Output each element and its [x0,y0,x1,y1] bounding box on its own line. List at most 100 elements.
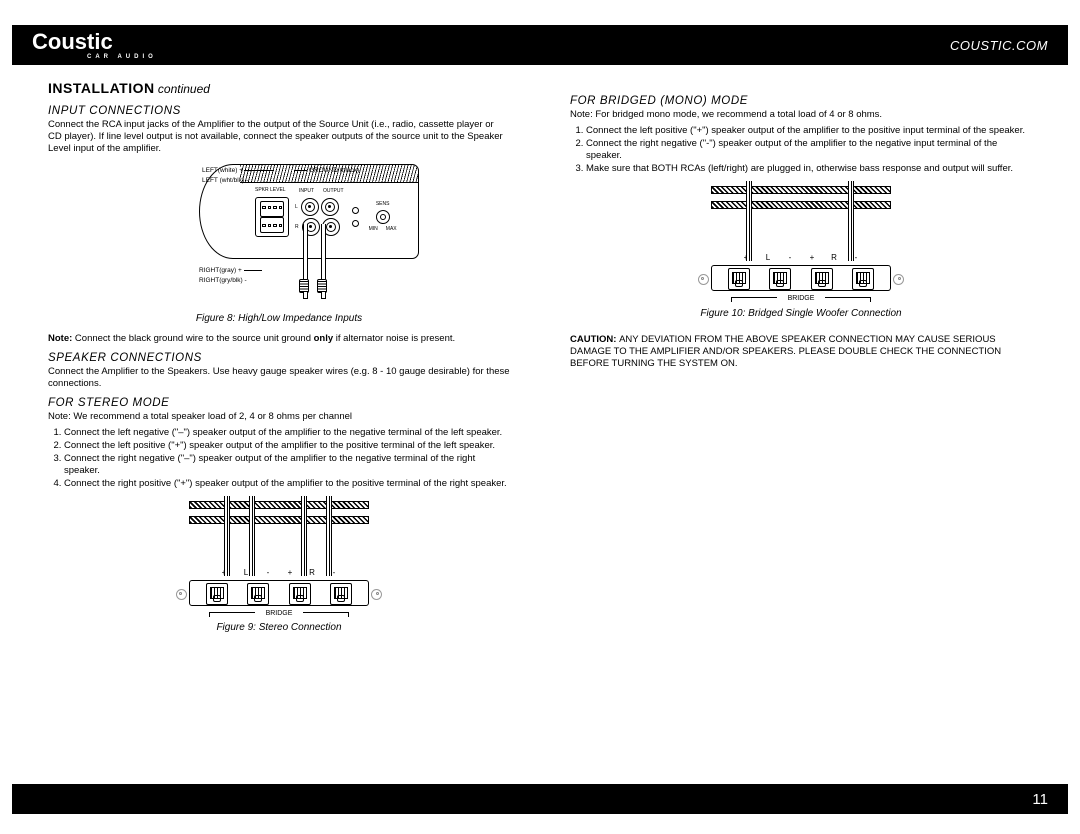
polarity: R [824,253,844,263]
terminal-diagram-stereo: + L - + R - BRIDGE [189,496,369,619]
callout-ground: GROUND (black) [309,167,359,175]
figure-8-caption: Figure 8: High/Low Impedance Inputs [48,313,510,326]
caution-prefix: CAUTION: [570,334,619,345]
terminal-diagram-bridged: + L - + R - BRIDGE [711,181,891,304]
spkr-level-block [255,197,289,237]
right-column: FOR BRIDGED (MONO) MODE Note: For bridge… [570,80,1032,774]
note-text-1: Connect the black ground wire to the sou… [75,333,314,344]
para-speaker: Connect the Amplifier to the Speakers. U… [48,366,510,390]
hash-band [189,501,369,509]
callout-right-plus: RIGHT(gray) + [199,267,242,275]
label-max: MAX [386,226,397,232]
logo-main: Coustic [32,31,157,53]
polarity-row: + L - + R - [711,251,891,265]
heading-speaker-connections: SPEAKER CONNECTIONS [48,351,510,365]
para-input: Connect the RCA input jacks of the Ampli… [48,119,510,155]
wires [711,181,891,251]
figure-8: SPKR LEVEL INPUT OUTPUT L [48,159,510,309]
hash-band [711,201,891,209]
terminal-slot [769,268,791,290]
note-bridged-load: Note: For bridged mono mode, we recommen… [570,109,1032,121]
callout-line [294,170,307,171]
heading-installation: INSTALLATION continued [48,80,510,98]
amp-diagram: SPKR LEVEL INPUT OUTPUT L [139,159,419,309]
heading-installation-main: INSTALLATION [48,80,155,96]
logo: Coustic CAR AUDIO [32,31,157,60]
step: Connect the right negative ("-") speaker… [586,138,1032,162]
callout-left-plus: LEFT(white) + [202,167,243,175]
footer-bar: 11 [12,784,1068,814]
figure-10-caption: Figure 10: Bridged Single Woofer Connect… [570,308,1032,321]
terminal-slot [728,268,750,290]
steps-bridged: Connect the left positive ("+") speaker … [586,125,1032,175]
header-bar: Coustic CAR AUDIO COUSTIC.COM [12,25,1068,65]
caution-block: CAUTION: ANY DEVIATION FROM THE ABOVE SP… [570,334,1032,370]
rca-plug [317,279,327,293]
bridge-label: BRIDGE [189,610,369,619]
page-number: 11 [1032,791,1048,808]
figure-9-caption: Figure 9: Stereo Connection [48,622,510,635]
rca-tails [297,254,337,309]
note-stereo-load: Note: We recommend a total speaker load … [48,411,510,423]
content: INSTALLATION continued INPUT CONNECTIONS… [48,80,1032,774]
step: Connect the left positive ("+") speaker … [586,125,1032,137]
heading-input-connections: INPUT CONNECTIONS [48,104,510,118]
note-prefix: Note: [48,333,75,344]
terminal-block [711,265,891,291]
polarity-row: + L - + R - [189,566,369,580]
header-url: COUSTIC.COM [950,38,1048,53]
polarity: - [780,253,800,263]
logo-sub: CAR AUDIO [87,54,157,60]
label-input: INPUT [299,188,314,194]
caution-text: ANY DEVIATION FROM THE ABOVE SPEAKER CON… [570,334,1001,369]
steps-stereo: Connect the left negative ("–") speaker … [64,427,510,489]
terminal-slot [289,583,311,605]
terminal-slot [247,583,269,605]
screw-icon [352,220,359,227]
callout-line [244,270,262,271]
rca-jack [321,198,339,216]
note-text-2: if alternator noise is present. [333,333,455,344]
figure-9: + L - + R - BRIDGE [48,496,510,619]
label-sens: SENS [376,201,390,207]
screw-icon [352,207,359,214]
label-output: OUTPUT [323,188,344,194]
terminal-slot [330,583,352,605]
label-r: R [295,218,299,236]
callout-right-minus: RIGHT(gry/blk) - [199,277,247,285]
figure-10: + L - + R - BRIDGE [570,181,1032,304]
amp-panel: SPKR LEVEL INPUT OUTPUT L [255,189,403,245]
callout-left-minus: LEFT (wht/blk) - [202,177,248,185]
heading-installation-cont: continued [155,82,210,96]
wires [189,496,369,566]
rca-plug [299,279,309,293]
hash-band [189,516,369,524]
heading-stereo-mode: FOR STEREO MODE [48,396,510,410]
callout-line [244,170,274,171]
rca-jack [301,198,319,216]
rca-block: L R [295,198,340,236]
bridge-label: BRIDGE [711,295,891,304]
polarity: + [802,253,822,263]
label-l: L [295,198,298,216]
step: Connect the right positive ("+") speaker… [64,478,510,490]
step: Make sure that BOTH RCAs (left/right) ar… [586,163,1032,175]
step: Connect the right negative ("–") speaker… [64,453,510,477]
polarity: + [280,568,300,578]
note-only: only [314,333,334,344]
hash-band [711,186,891,194]
note-ground: Note: Connect the black ground wire to t… [48,333,510,345]
label-spkr-level: SPKR LEVEL [255,187,286,193]
step: Connect the left negative ("–") speaker … [64,427,510,439]
terminal-slot [206,583,228,605]
sens-knob [376,210,390,224]
terminal-slot [811,268,833,290]
polarity: L [758,253,778,263]
polarity: - [258,568,278,578]
label-min: MIN [369,226,378,232]
heading-bridged-mode: FOR BRIDGED (MONO) MODE [570,94,1032,108]
step: Connect the left positive ("+") speaker … [64,440,510,452]
left-column: INSTALLATION continued INPUT CONNECTIONS… [48,80,510,774]
terminal-slot [852,268,874,290]
terminal-block [189,580,369,606]
